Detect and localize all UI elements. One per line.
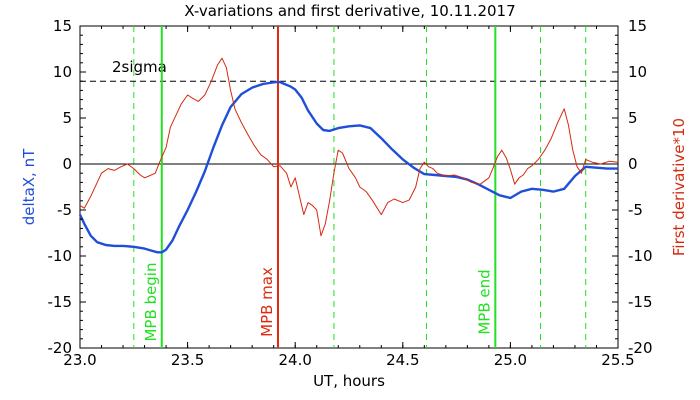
x-tick-label: 23.0 [63,351,96,369]
y-left-tick-label: 10 [53,63,72,81]
x-tick-label: 23.5 [171,351,204,369]
y-left-tick-label: 5 [62,109,72,127]
y-right-tick-label: 5 [628,109,638,127]
mpb-marker-label: MPB end [475,269,493,334]
y-axis-left: 15 10 5 0 -5 -10 -15 -20 [48,17,86,357]
sigma-label: 2sigma [112,58,167,76]
y-right-tick-label: 10 [628,63,647,81]
plot-frame [79,25,619,349]
derivative-series-line [79,57,619,237]
x-tick-label: 24.5 [386,351,419,369]
mpb-marker-label: MPB max [258,267,276,337]
x-tick-label: 25.0 [494,351,527,369]
chart-title: X-variations and first derivative, 10.11… [184,2,515,20]
y-left-tick-label: -20 [48,339,73,357]
y-axis-right: 15 10 5 0 -5 -10 -15 -20 [612,17,653,357]
marker-layer: MPB begin MPB max MPB end [142,26,497,348]
y-right-tick-label: 0 [628,155,638,173]
y-left-tick-label: 0 [62,155,72,173]
y-left-tick-label: -15 [48,293,73,311]
x-axis-title: UT, hours [313,372,385,390]
mpb-marker-label: MPB begin [142,263,160,342]
plot-area: 2sigma MPB begin MPB max MPB end [78,25,619,349]
y-right-tick-label: -5 [628,201,643,219]
x-axis: 23.0 23.5 24.0 24.5 25.0 25.5 [63,26,635,369]
y-right-tick-label: -20 [628,339,653,357]
y-right-tick-label: 15 [628,17,647,35]
x-tick-label: 25.5 [601,351,634,369]
reference-layer: 2sigma [80,58,618,165]
y-left-tick-label: -10 [48,247,73,265]
series-layer [78,57,619,254]
y-left-tick-label: -5 [57,201,72,219]
y-axis-right-title: First derivative*10 [670,118,688,256]
y-right-tick-label: -10 [628,247,653,265]
dashed-marker-layer [133,26,587,348]
y-left-tick-label: 15 [53,17,72,35]
deltax-series-line [78,80,618,254]
x-tick-label: 24.0 [278,351,311,369]
y-axis-left-title: deltaX, nT [20,148,38,225]
y-right-tick-label: -15 [628,293,653,311]
